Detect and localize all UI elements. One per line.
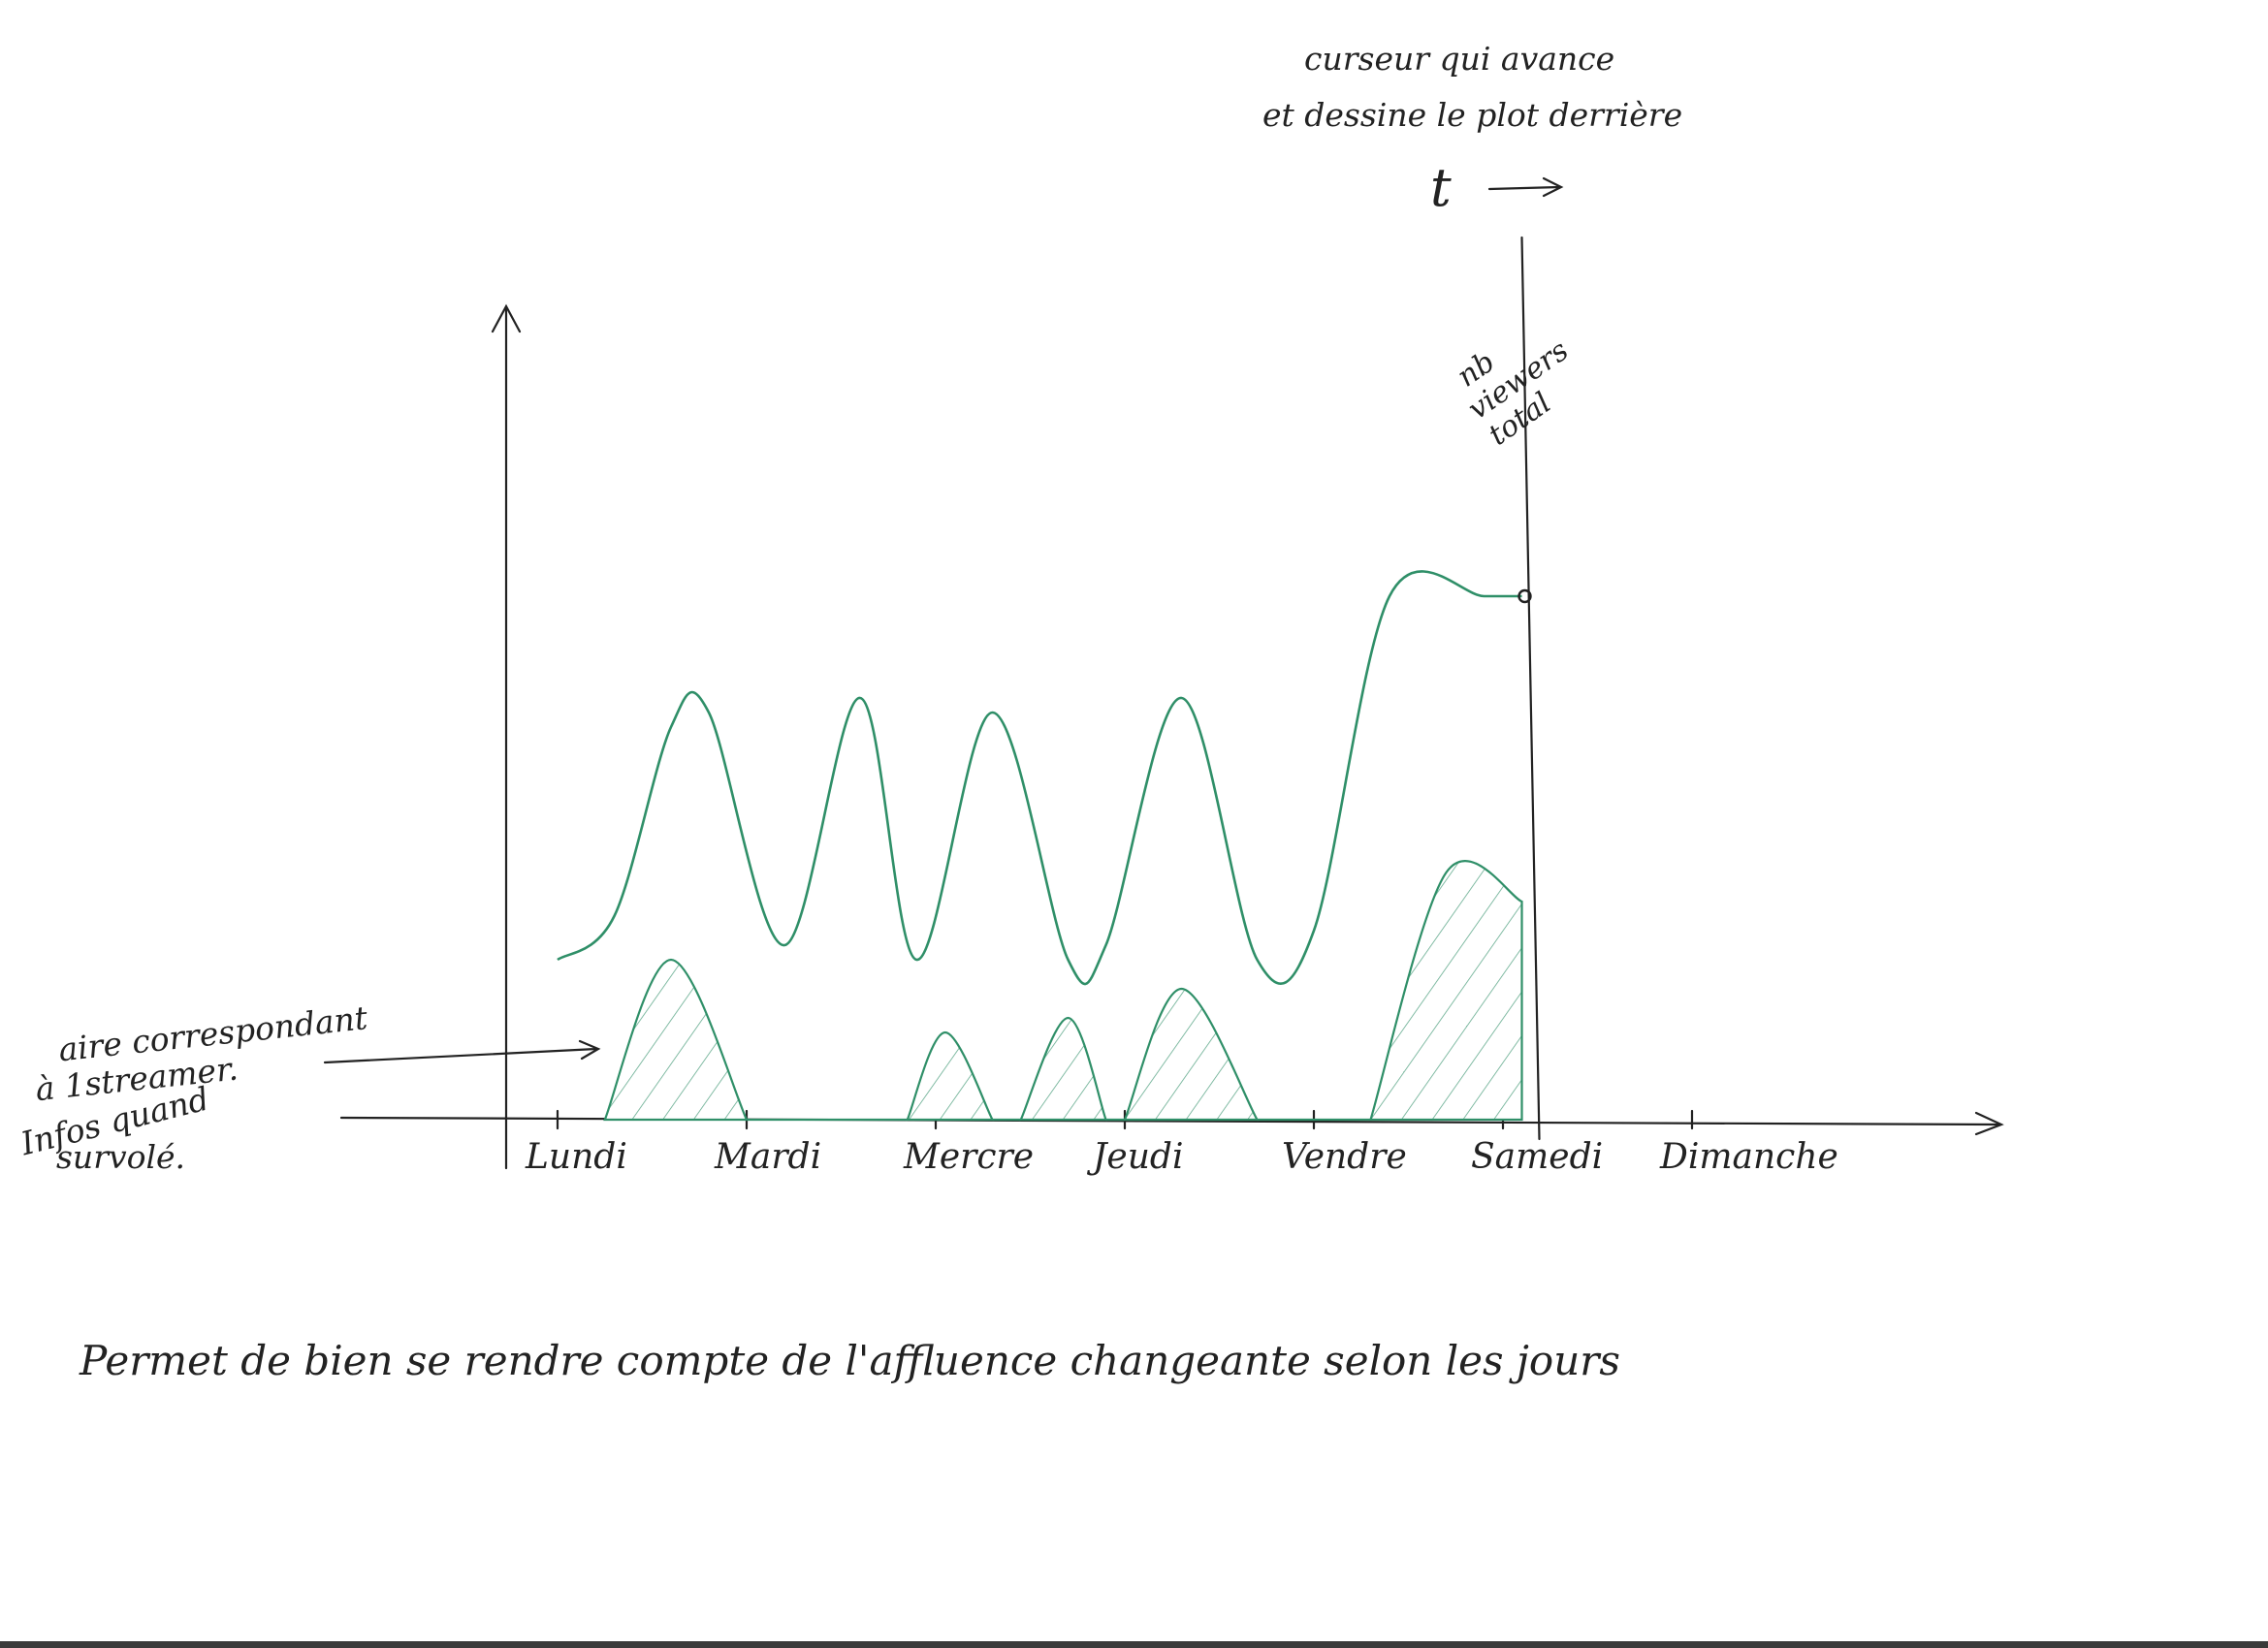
x-tick-label: Samedi <box>1471 1137 1603 1177</box>
x-tick-label: Mercre <box>903 1137 1034 1177</box>
marker-note: nb viewers total <box>1452 333 1576 453</box>
x-axis-arrowhead <box>1974 1111 2004 1136</box>
time-direction-arrow <box>1487 176 1564 198</box>
streamer-areas <box>603 860 1523 1122</box>
streamer-area-hump[interactable] <box>603 958 749 1122</box>
streamer-area-hump[interactable] <box>1123 987 1260 1122</box>
page-caption: Permet de bien se rendre compte de l'aff… <box>79 1337 1620 1384</box>
y-axis-arrowhead <box>491 303 522 333</box>
x-tick-label: Vendre <box>1282 1137 1407 1177</box>
x-tick-label: Jeudi <box>1086 1137 1183 1177</box>
area-pointer-arrow <box>323 1039 601 1064</box>
total-viewers-line <box>557 570 1522 986</box>
page-bottom-edge <box>0 1641 2268 1648</box>
streamer-area-hump[interactable] <box>906 1030 995 1122</box>
cursor-note-line-1: curseur qui avance <box>1304 40 1614 78</box>
streamer-area-hump[interactable] <box>1369 860 1523 1122</box>
x-tick-label: Lundi <box>525 1137 627 1177</box>
cursor-marker-dot[interactable] <box>1517 588 1532 604</box>
time-symbol: t <box>1430 157 1452 218</box>
area-note-line-4: survolé. <box>56 1138 185 1176</box>
x-axis-labels: Lundi Mardi Mercre Jeudi Vendre Samedi Dimanch… <box>525 1137 1838 1177</box>
x-tick-label: Dimanche <box>1659 1137 1838 1177</box>
x-tick-label: Mardi <box>714 1137 821 1177</box>
cursor-note-line-2: et dessine le plot derrière <box>1262 96 1682 134</box>
time-cursor[interactable] <box>1520 236 1541 1141</box>
streamer-area-hump[interactable] <box>1019 1016 1108 1122</box>
